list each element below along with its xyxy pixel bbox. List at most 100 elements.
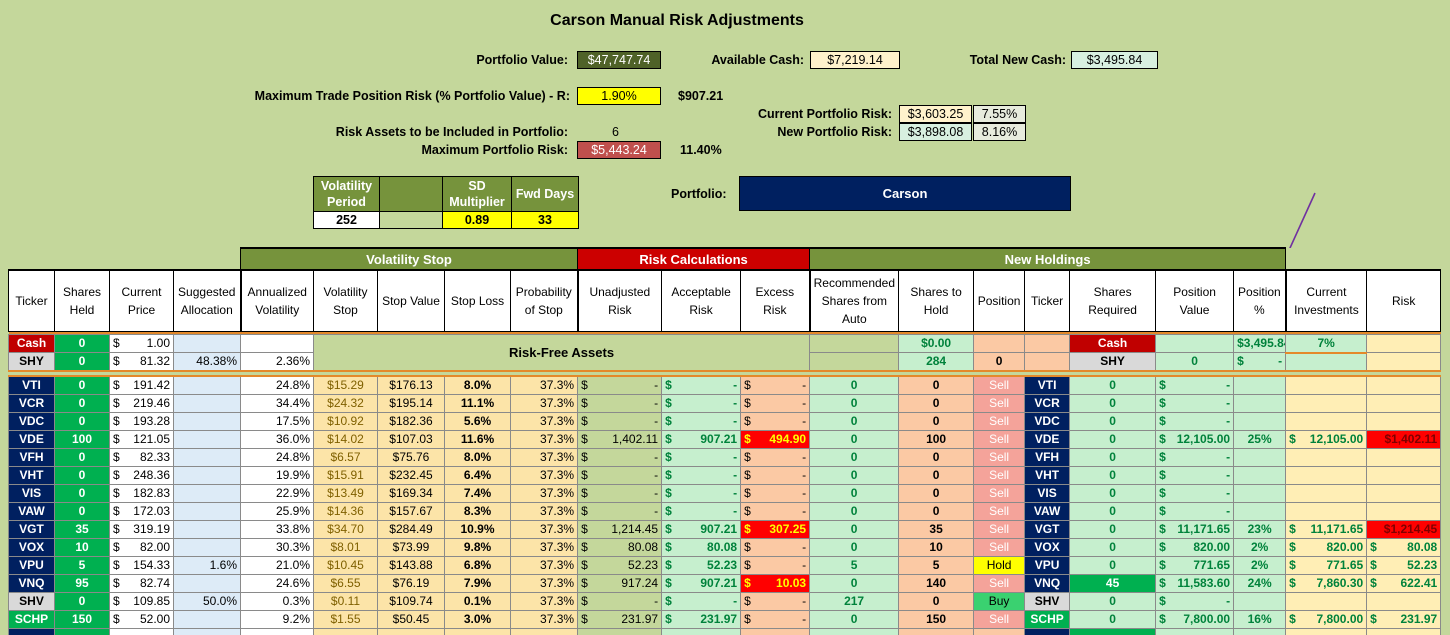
position-cell[interactable]: Sell <box>973 448 1026 467</box>
shares-held-cell[interactable]: 95 <box>54 574 110 593</box>
risk-cell[interactable] <box>1366 484 1442 503</box>
stop-loss-cell[interactable]: 8.3% <box>444 502 511 521</box>
shares-required-cell[interactable]: 0 <box>1069 448 1157 467</box>
unadjusted-risk-cell[interactable]: $ - <box>577 412 663 431</box>
ticker-2-cell[interactable]: SHY <box>1069 352 1157 372</box>
risk-cell[interactable] <box>1366 466 1442 485</box>
shares-required-cell[interactable]: 0 <box>1069 375 1157 395</box>
recommended-shares-cell[interactable]: 217 <box>809 592 900 611</box>
shares-to-hold-cell[interactable]: 0 <box>898 412 975 431</box>
shares-held-cell[interactable]: 0 <box>54 352 110 372</box>
current-investments-cell[interactable]: $7,860.30 <box>1285 574 1368 593</box>
position-pct-cell[interactable] <box>1233 466 1287 485</box>
portfolio-value-cell[interactable]: $47,747.74 <box>577 51 661 69</box>
acceptable-risk-cell[interactable]: $ - <box>661 592 742 611</box>
suggested-allocation-cell[interactable] <box>173 610 241 629</box>
current-investments-cell[interactable] <box>1285 394 1368 413</box>
ticker-cell[interactable]: SHY <box>8 352 55 372</box>
suggested-allocation-cell[interactable] <box>173 520 241 539</box>
shares-required-cell[interactable]: 0 <box>1069 412 1157 431</box>
risk-cell[interactable]: $622.41 <box>1366 574 1442 593</box>
position-value-cell[interactable]: $ - <box>1155 375 1235 395</box>
ticker-cell[interactable]: SCHP <box>8 610 55 629</box>
stop-loss-cell[interactable]: 3.0% <box>444 610 511 629</box>
acceptable-risk-cell[interactable]: $ - <box>661 448 742 467</box>
excess-risk-cell[interactable]: $ - <box>740 592 811 611</box>
unadjusted-risk-cell[interactable]: $ - <box>577 592 663 611</box>
stop-value-cell[interactable]: $73.99 <box>377 538 445 557</box>
risk-cell[interactable] <box>1366 375 1442 395</box>
shares-to-hold-cell[interactable]: 35 <box>898 520 975 539</box>
shares-required-cell[interactable]: 0 <box>1069 610 1157 629</box>
current-investments-cell[interactable] <box>1285 412 1368 431</box>
excess-risk-cell[interactable]: $ - <box>740 538 811 557</box>
unadjusted-risk-cell[interactable]: $ - <box>577 502 663 521</box>
current-price-cell[interactable]: $219.46 <box>109 394 174 413</box>
current-price-cell[interactable]: $81.32 <box>109 352 174 372</box>
volatility-stop-cell[interactable]: $8.01 <box>313 538 378 557</box>
stop-loss-cell[interactable]: 8.0% <box>444 375 511 395</box>
volatility-stop-cell[interactable]: $14.02 <box>313 430 378 449</box>
excess-risk-cell[interactable]: $10.03 <box>740 574 811 593</box>
unadjusted-risk-cell[interactable]: $ - <box>577 466 663 485</box>
position-pct-cell[interactable]: 23% <box>1233 520 1287 539</box>
position-cell[interactable]: Sell <box>973 502 1026 521</box>
position-value-cell[interactable]: $ - <box>1155 394 1235 413</box>
excess-risk-cell[interactable]: $494.90 <box>740 430 811 449</box>
suggested-allocation-cell[interactable] <box>173 466 241 485</box>
stop-loss-cell[interactable]: 7.9% <box>444 574 511 593</box>
position-cell[interactable]: Sell <box>973 412 1026 431</box>
risk-cell[interactable] <box>1366 412 1442 431</box>
recommended-shares-cell[interactable]: 0 <box>809 466 900 485</box>
current-investments-cell[interactable]: $11,171.65 <box>1285 520 1368 539</box>
position-pct-cell[interactable] <box>1233 375 1287 395</box>
annualized-volatility-cell[interactable]: 30.3% <box>240 538 314 557</box>
unadjusted-risk-cell[interactable]: $ - <box>577 484 663 503</box>
volatility-stop-cell[interactable]: $13.49 <box>313 484 378 503</box>
volatility-stop-cell[interactable]: $10.45 <box>313 556 378 575</box>
risk-cell[interactable]: $80.08 <box>1366 538 1442 557</box>
shares-to-hold-cell[interactable]: 100 <box>898 430 975 449</box>
acceptable-risk-cell[interactable]: $ - <box>661 502 742 521</box>
recommended-shares-cell[interactable]: 0 <box>809 484 900 503</box>
recommended-shares-cell[interactable]: 0 <box>809 520 900 539</box>
annualized-volatility-cell[interactable]: 2.36% <box>240 352 314 372</box>
shares-held-cell[interactable]: 0 <box>54 412 110 431</box>
position-cell[interactable]: Sell <box>973 610 1026 629</box>
shares-to-hold-cell[interactable]: 10 <box>898 538 975 557</box>
volatility-stop-cell[interactable]: $24.32 <box>313 394 378 413</box>
volatility-stop-cell[interactable]: $1.55 <box>313 610 378 629</box>
suggested-allocation-cell[interactable] <box>173 484 241 503</box>
volatility-stop-cell[interactable]: $6.55 <box>313 574 378 593</box>
position-cell[interactable] <box>1024 333 1071 353</box>
shares-held-cell[interactable]: 0 <box>54 333 110 353</box>
ticker-cell[interactable]: VIS <box>8 484 55 503</box>
recommended-shares-cell[interactable]: 0 <box>809 502 900 521</box>
shares-required-cell[interactable]: 0 <box>1069 556 1157 575</box>
shares-required-cell[interactable] <box>1155 333 1235 353</box>
position-value-cell[interactable]: $ - <box>1233 352 1287 372</box>
shares-held-cell[interactable]: 0 <box>54 448 110 467</box>
ticker-2-cell[interactable]: VDC <box>1024 412 1071 431</box>
current-price-cell[interactable]: $109.85 <box>109 592 174 611</box>
risk-cell[interactable] <box>1366 592 1442 611</box>
recommended-shares-cell[interactable]: 5 <box>809 556 900 575</box>
annualized-volatility-cell[interactable]: 21.0% <box>240 556 314 575</box>
current-price-cell[interactable]: $182.83 <box>109 484 174 503</box>
probability-of-stop-cell[interactable]: 37.3% <box>509 466 579 485</box>
sd-multiplier-cell[interactable]: 0.89 <box>442 211 512 229</box>
shares-required-cell[interactable]: 45 <box>1069 574 1157 593</box>
shares-held-cell[interactable]: 0 <box>54 484 110 503</box>
stop-loss-cell[interactable]: 0.1% <box>444 592 511 611</box>
suggested-allocation-cell[interactable] <box>173 538 241 557</box>
acceptable-risk-cell[interactable]: $ - <box>661 412 742 431</box>
position-cell[interactable]: Sell <box>973 430 1026 449</box>
acceptable-risk-cell[interactable]: $ - <box>661 375 742 395</box>
stop-loss-cell[interactable]: 5.6% <box>444 412 511 431</box>
recommended-shares-cell[interactable]: 0 <box>809 610 900 629</box>
position-cell[interactable]: Sell <box>973 466 1026 485</box>
stop-value-cell[interactable]: $284.49 <box>377 520 445 539</box>
position-value-cell[interactable]: $ - <box>1155 412 1235 431</box>
volatility-period-cell[interactable]: 252 <box>313 211 380 229</box>
position-pct-cell[interactable] <box>1285 352 1368 372</box>
